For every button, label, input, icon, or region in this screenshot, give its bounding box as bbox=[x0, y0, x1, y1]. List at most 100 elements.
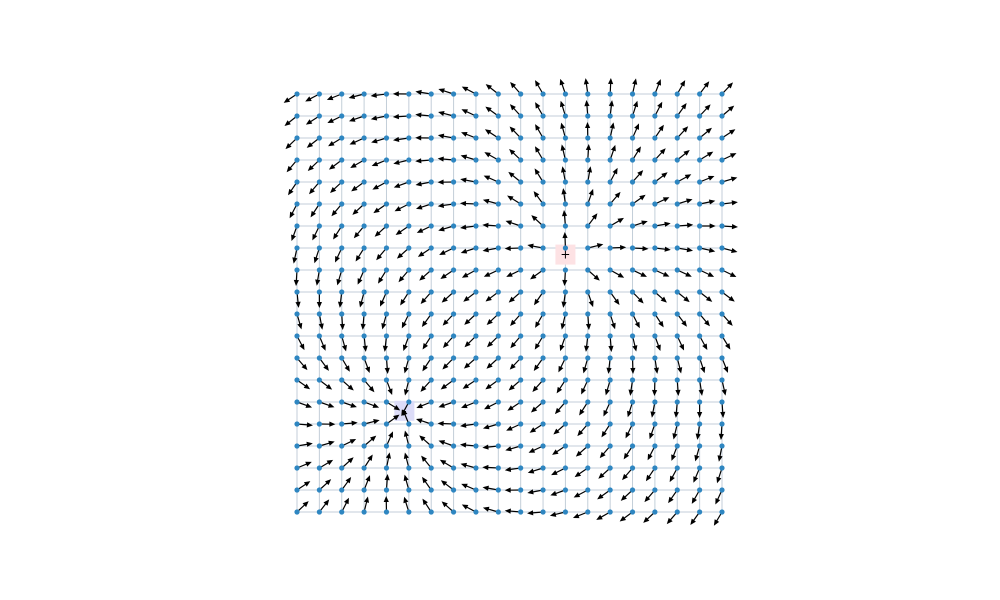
grid-node-dot bbox=[316, 157, 322, 163]
grid-node-dot bbox=[540, 333, 546, 339]
arrow-head bbox=[637, 170, 644, 177]
arrow-head bbox=[530, 406, 538, 413]
grid-node-dot bbox=[562, 91, 569, 97]
grid-node-dot bbox=[406, 509, 412, 515]
grid-node-dot bbox=[629, 113, 636, 119]
field-arrow bbox=[393, 157, 412, 165]
arrow-head bbox=[679, 80, 686, 87]
field-arrow bbox=[437, 133, 457, 141]
grid-node-dot bbox=[540, 465, 546, 471]
arrow-head bbox=[619, 515, 627, 522]
field-arrow bbox=[313, 245, 322, 264]
arrow-head bbox=[726, 82, 734, 89]
arrow-head bbox=[336, 278, 342, 286]
arrow-head bbox=[558, 365, 564, 373]
grid-node-dot bbox=[629, 465, 636, 471]
grid-node-dot bbox=[652, 377, 658, 383]
grid-node-dot bbox=[316, 399, 322, 405]
field-arrow bbox=[510, 333, 524, 349]
arrow-head bbox=[440, 273, 447, 280]
arrow-head bbox=[551, 470, 558, 476]
arrow-head bbox=[534, 343, 541, 350]
field-arrow bbox=[719, 245, 738, 254]
field-arrow bbox=[422, 498, 434, 515]
field-arrow bbox=[361, 333, 368, 352]
field-arrow bbox=[527, 465, 546, 474]
field-arrow bbox=[294, 377, 311, 390]
arrow-head bbox=[461, 504, 469, 510]
grid-node-dot bbox=[540, 245, 546, 251]
field-arrow bbox=[697, 399, 703, 418]
grid-node-dot bbox=[518, 245, 524, 251]
grid-node-dot bbox=[518, 157, 524, 163]
field-arrow bbox=[674, 80, 686, 97]
field-arrow bbox=[673, 399, 680, 418]
grid-node-dot bbox=[316, 333, 322, 339]
field-arrow bbox=[333, 223, 345, 240]
field-arrow bbox=[294, 289, 301, 308]
field-arrow bbox=[383, 355, 390, 374]
grid-node-dot bbox=[674, 179, 680, 185]
field-arrow bbox=[599, 443, 613, 459]
field-arrow bbox=[674, 311, 687, 327]
field-arrow bbox=[697, 175, 715, 185]
grid-node-dot bbox=[383, 179, 390, 185]
grid-node-dot bbox=[450, 421, 457, 427]
field-arrow bbox=[291, 223, 300, 242]
arrow-head bbox=[727, 105, 735, 112]
arrow-head bbox=[586, 166, 593, 173]
field-arrow bbox=[461, 483, 479, 493]
grid-node-dot bbox=[697, 333, 703, 339]
grid-node-dot bbox=[428, 201, 434, 207]
arrow-head bbox=[534, 146, 541, 153]
field-arrow bbox=[348, 113, 367, 122]
grid-node-dot bbox=[652, 355, 658, 361]
field-arrow bbox=[509, 355, 524, 370]
grid-node-dot bbox=[361, 157, 367, 163]
grid-node-dot bbox=[629, 91, 636, 97]
grid-node-dot bbox=[383, 509, 390, 515]
field-arrow bbox=[620, 487, 636, 501]
arrow-head bbox=[554, 407, 561, 415]
arrow-head bbox=[601, 430, 607, 438]
arrow-head bbox=[403, 366, 409, 374]
arrow-head bbox=[561, 301, 567, 308]
field-arrow bbox=[422, 355, 434, 372]
grid-node-dot bbox=[652, 179, 658, 185]
field-arrow bbox=[484, 399, 501, 410]
grid-node-dot bbox=[585, 201, 591, 207]
arrow-head bbox=[705, 296, 713, 302]
field-arrow bbox=[328, 135, 345, 147]
arrow-head bbox=[297, 322, 303, 330]
field-arrow bbox=[674, 126, 689, 141]
arrow-head bbox=[720, 411, 726, 418]
arrow-head bbox=[383, 496, 389, 503]
grid-node-dot bbox=[674, 487, 680, 493]
field-arrow bbox=[674, 333, 685, 351]
grid-node-dot bbox=[518, 223, 524, 229]
arrow-head bbox=[598, 472, 605, 479]
arrow-head bbox=[385, 452, 391, 459]
grid-node-dot bbox=[406, 355, 412, 361]
field-arrow bbox=[672, 421, 680, 440]
grid-node-dot bbox=[406, 223, 412, 229]
grid-node-dot bbox=[518, 355, 524, 361]
field-arrow bbox=[674, 198, 693, 207]
arrow-head bbox=[634, 123, 640, 130]
arrow-head bbox=[584, 345, 590, 352]
grid-node-dot bbox=[652, 267, 658, 273]
arrow-head bbox=[707, 175, 715, 181]
grid-node-dot bbox=[339, 267, 345, 273]
arrow-head bbox=[728, 295, 735, 302]
arrow-head bbox=[559, 78, 565, 86]
grid-node-dot bbox=[294, 179, 300, 185]
grid-node-dot bbox=[450, 157, 457, 163]
grid-node-dot bbox=[450, 333, 457, 339]
grid-node-dot bbox=[406, 443, 412, 449]
arrow-head bbox=[328, 440, 335, 446]
grid-node-dot bbox=[361, 399, 367, 405]
field-arrow bbox=[339, 477, 352, 493]
arrow-head bbox=[662, 197, 670, 203]
field-arrow bbox=[337, 289, 345, 308]
field-arrow bbox=[504, 487, 524, 493]
